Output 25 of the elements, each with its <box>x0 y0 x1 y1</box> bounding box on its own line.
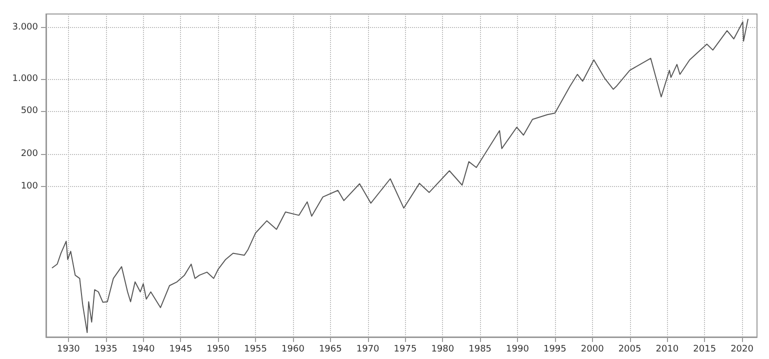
x-tick-label: 1935 <box>94 344 118 354</box>
x-tick-label: 1965 <box>318 344 342 354</box>
x-tick-label: 1955 <box>244 344 268 354</box>
y-tick-label: 100 <box>20 181 38 192</box>
x-tick-label: 1950 <box>206 344 230 354</box>
y-tick-label: 3.000 <box>12 22 38 32</box>
x-tick-label: 1930 <box>57 344 80 354</box>
y-tick-label: 1.000 <box>12 74 38 84</box>
x-tick-label: 2015 <box>693 344 716 354</box>
x-tick-label: 2000 <box>580 344 604 354</box>
x-tick-label: 1995 <box>543 344 566 354</box>
y-tick-label: 500 <box>20 106 38 116</box>
x-tick-label: 2005 <box>618 344 642 354</box>
x-tick-label: 1990 <box>506 344 530 354</box>
y-tick-label: 200 <box>20 149 38 160</box>
x-tick-label: 1970 <box>356 344 380 354</box>
x-tick-label: 1975 <box>394 344 417 354</box>
line-series <box>51 18 749 334</box>
x-tick-label: 1985 <box>468 344 492 354</box>
x-tick-label: 2020 <box>730 344 754 354</box>
x-tick-label: 2010 <box>656 344 679 354</box>
x-tick-label: 1960 <box>282 344 305 354</box>
x-tick-label: 1940 <box>132 344 156 354</box>
x-tick-label: 1980 <box>431 344 454 354</box>
x-tick-label: 1945 <box>169 344 192 354</box>
